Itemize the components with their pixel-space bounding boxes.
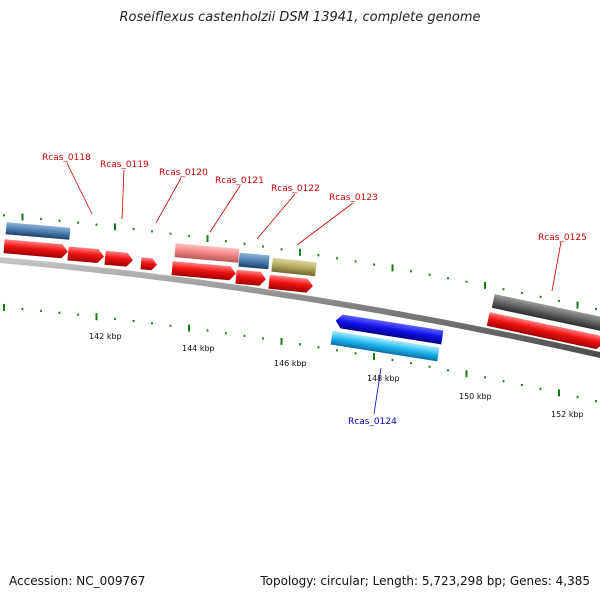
ruler-label-148: 148 kbp bbox=[367, 374, 400, 383]
locus-label-rcas-0118[interactable]: Rcas_0118 bbox=[42, 153, 91, 163]
gene-rcas-0122[interactable] bbox=[235, 269, 266, 287]
gene-rcas-0118-upper[interactable] bbox=[5, 222, 71, 240]
locus-labels: Rcas_0118 Rcas_0119 Rcas_0120 Rcas_0121 … bbox=[42, 153, 587, 427]
genome-backbone bbox=[0, 257, 600, 358]
gene-rcas-0121[interactable] bbox=[171, 261, 237, 281]
gene-rcas-0125[interactable] bbox=[486, 312, 600, 350]
topology-label: Topology: circular; Length: 5,723,298 bp… bbox=[260, 574, 590, 588]
locus-label-rcas-0125[interactable]: Rcas_0125 bbox=[538, 233, 587, 243]
ruler-label-144: 144 kbp bbox=[182, 344, 215, 353]
gene-rcas-0123[interactable] bbox=[268, 274, 313, 294]
locus-label-rcas-0122[interactable]: Rcas_0122 bbox=[271, 184, 320, 194]
ruler-label-150: 150 kbp bbox=[459, 392, 492, 401]
ruler-label-152: 152 kbp bbox=[551, 410, 584, 419]
locus-label-rcas-0121[interactable]: Rcas_0121 bbox=[215, 176, 264, 186]
ruler-label-146: 146 kbp bbox=[274, 359, 307, 368]
gene-rcas-0124[interactable] bbox=[335, 314, 444, 345]
locus-label-rcas-0120[interactable]: Rcas_0120 bbox=[159, 168, 208, 178]
gene-rcas-0121-steel-upper[interactable] bbox=[238, 252, 270, 270]
accession-label: Accession: NC_009767 bbox=[9, 574, 146, 588]
gene-rcas-0120-0121-upper[interactable] bbox=[174, 243, 240, 263]
scale-ticks bbox=[3, 213, 597, 403]
ruler-labels: 142 kbp 144 kbp 146 kbp 148 kbp 150 kbp … bbox=[89, 332, 584, 419]
label-leader-lines bbox=[66, 162, 562, 415]
gene-rcas-0118[interactable] bbox=[3, 239, 69, 259]
gene-features bbox=[3, 222, 600, 362]
gene-rcas-0120-small[interactable] bbox=[140, 257, 158, 271]
gene-rcas-0124-lower[interactable] bbox=[330, 330, 440, 362]
locus-label-rcas-0119[interactable]: Rcas_0119 bbox=[100, 160, 149, 170]
gene-rcas-0125-upper[interactable] bbox=[491, 294, 600, 332]
ruler-label-142: 142 kbp bbox=[89, 332, 122, 341]
gene-rcas-0119[interactable] bbox=[67, 246, 104, 264]
locus-label-rcas-0123[interactable]: Rcas_0123 bbox=[329, 193, 378, 203]
genome-title: Roseiflexus castenholzii DSM 13941, comp… bbox=[119, 10, 481, 25]
locus-label-rcas-0124[interactable]: Rcas_0124 bbox=[348, 417, 397, 427]
gene-rcas-0120[interactable] bbox=[104, 250, 133, 267]
gene-rcas-0122-upper[interactable] bbox=[271, 257, 317, 277]
